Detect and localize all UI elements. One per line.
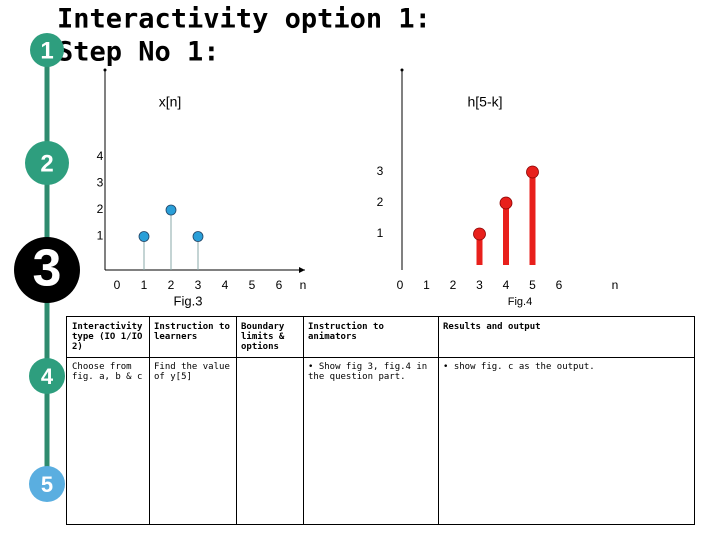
stem-head (192, 231, 204, 242)
title: Interactivity option 1: (57, 4, 431, 35)
y-tick-label: 3 (97, 176, 104, 190)
stem-head (499, 196, 513, 210)
x-tick-label: 2 (450, 278, 457, 292)
y-tick-label: 1 (377, 226, 384, 240)
column-rule (303, 317, 304, 524)
x-tick-label: 3 (476, 278, 483, 292)
axis-dot (400, 68, 404, 72)
table-cell: Results and output (443, 322, 541, 332)
y-tick-label: 3 (377, 164, 384, 178)
table: Interactivity type (IO 1/IO 2) Instructio… (66, 316, 695, 525)
x-tick-label: 5 (249, 278, 256, 292)
step-number: 4 (41, 364, 54, 389)
x-tick-label: 3 (195, 278, 202, 292)
stem (476, 234, 483, 265)
table-cell: Interactivity type (IO 1/IO 2) (72, 322, 143, 352)
x-tick-label: 6 (556, 278, 563, 292)
column-rule (236, 317, 237, 524)
column-rule (149, 317, 150, 524)
x-tick-label: 0 (397, 278, 404, 292)
x-axis-label: n (300, 278, 307, 292)
table-cell: Boundary limits & options (241, 322, 285, 352)
step-marker (30, 33, 64, 67)
figure-label: x[n] (159, 94, 182, 110)
stem-head (165, 204, 177, 216)
stem (529, 172, 536, 265)
x-tick-label: 1 (141, 278, 148, 292)
x-tick-label: 5 (529, 278, 536, 292)
y-tick-label: 1 (97, 229, 104, 243)
step-number: 5 (41, 472, 53, 497)
figure-caption: Fig.3 (174, 293, 203, 308)
step-marker (25, 141, 69, 185)
x-tick-label: 1 (423, 278, 430, 292)
table-cell: Instruction to learners (154, 322, 230, 342)
y-tick-label: 4 (97, 149, 104, 163)
x-arrow (299, 267, 305, 273)
table-cell: Instruction to animators (308, 322, 384, 342)
stem-head (138, 231, 150, 242)
stem (503, 203, 509, 265)
stem-head (526, 165, 539, 179)
y-tick-label: 2 (377, 195, 384, 209)
x-tick-label: 6 (276, 278, 283, 292)
step-number: 1 (40, 37, 53, 64)
column-rule (438, 317, 439, 524)
step-marker (14, 237, 80, 303)
table-cell: Find the value of y[5] (154, 362, 230, 382)
x-tick-label: 0 (114, 278, 121, 292)
title: Step No 1: (57, 37, 220, 68)
stem-head (473, 227, 486, 241)
x-tick-label: 2 (168, 278, 175, 292)
x-axis-label: n (612, 278, 619, 292)
table-cell: • show fig. c as the output. (443, 362, 595, 372)
table-cell: • Show fig 3, fig.4 in the question part… (308, 362, 428, 382)
axis-dot (103, 68, 107, 72)
step-marker (29, 358, 65, 394)
step-number: 2 (40, 150, 53, 177)
table-cell: Choose from fig. a, b & c (72, 362, 143, 382)
y-tick-label: 2 (97, 202, 104, 216)
row-rule (67, 357, 694, 358)
figure-caption: Fig.4 (508, 296, 532, 308)
step-marker (29, 466, 65, 502)
x-tick-label: 4 (503, 278, 510, 292)
x-tick-label: 4 (222, 278, 229, 292)
figure-label: h[5-k] (467, 94, 502, 110)
step-number: 3 (33, 240, 62, 298)
